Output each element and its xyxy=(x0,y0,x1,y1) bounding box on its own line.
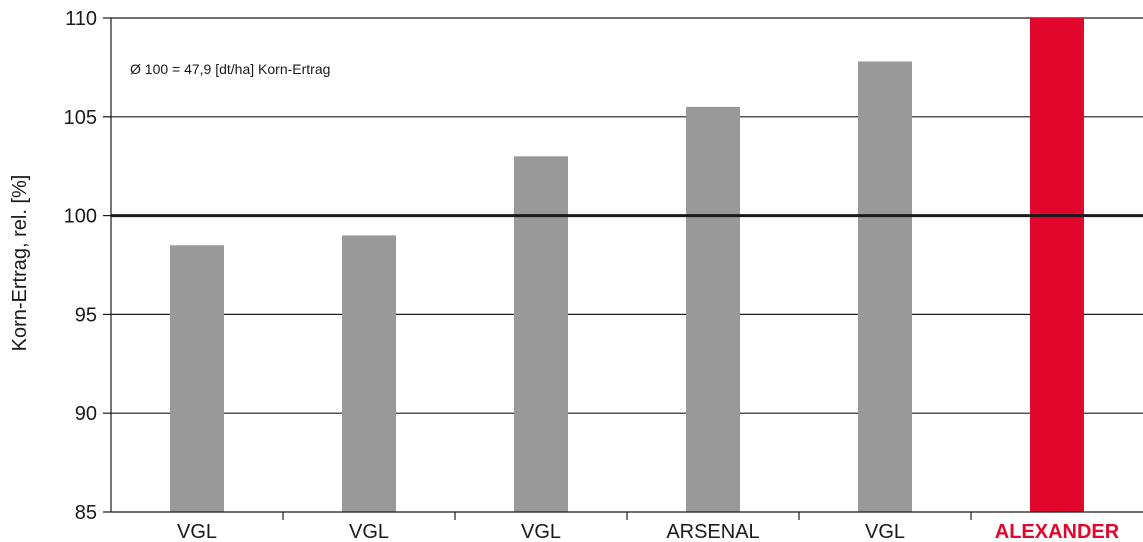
y-tick-label-100: 100 xyxy=(64,206,97,228)
label-layer: 85 90 95 100 105 110 VGL VGL VGL ARSENAL VGL ALEXAN… xyxy=(64,8,1120,542)
y-tick-label-95: 95 xyxy=(75,304,97,326)
y-tick-label-110: 110 xyxy=(65,8,97,30)
bar-layer xyxy=(170,18,1084,513)
bar-6 xyxy=(1030,18,1084,512)
x-tick-label-2: VGL xyxy=(349,521,389,542)
chart-annotation: Ø 100 = 47,9 [dt/ha] Korn-Ertrag xyxy=(130,61,330,77)
bar-4 xyxy=(686,106,740,513)
axis-layer xyxy=(103,17,1143,520)
x-tick-label-5: VGL xyxy=(865,521,905,542)
x-tick-label-6: ALEXANDER xyxy=(995,521,1120,542)
bar-1 xyxy=(170,245,224,513)
x-tick-label-4: ARSENAL xyxy=(666,521,759,542)
bar-5 xyxy=(858,61,912,513)
x-tick-label-3: VGL xyxy=(521,521,561,542)
grid-layer xyxy=(111,17,1143,414)
y-tick-label-105: 105 xyxy=(64,107,97,129)
y-axis-title: Korn-Ertrag, rel. [%] xyxy=(9,175,31,352)
y-tick-label-85: 85 xyxy=(75,502,97,524)
bar-2 xyxy=(342,235,396,513)
x-tick-label-1: VGL xyxy=(177,521,217,542)
bar-3 xyxy=(514,156,568,512)
y-tick-label-90: 90 xyxy=(75,403,97,425)
